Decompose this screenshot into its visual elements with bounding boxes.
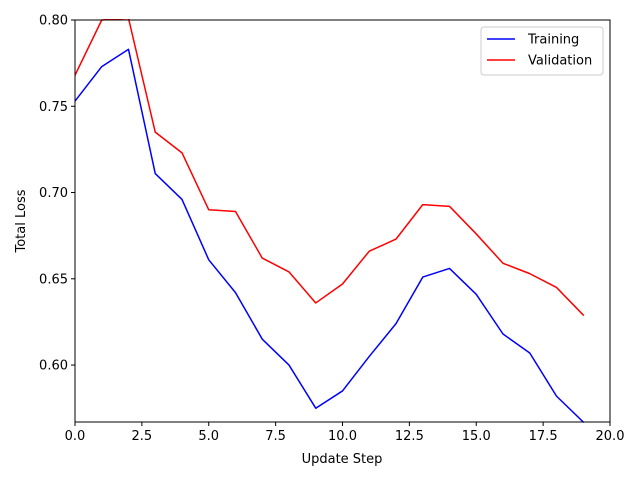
x-axis: 0.0 2.5 5.0 7.5 10.0 12.5 15.0 17.5 20.0	[65, 422, 625, 444]
x-axis-label: Update Step	[302, 452, 383, 467]
y-tick-label: 0.60	[39, 359, 68, 374]
x-tick-label: 17.5	[529, 429, 558, 444]
y-axis: 0.60 0.65 0.70 0.75 0.80	[39, 14, 75, 374]
series-line-validation	[75, 19, 585, 317]
plot-background	[75, 20, 610, 422]
y-axis-label: Total Loss	[14, 189, 29, 253]
series-layer	[75, 19, 585, 423]
x-tick-label: 5.0	[198, 429, 219, 444]
x-tick-label: 20.0	[596, 429, 625, 444]
x-tick-label: 15.0	[462, 429, 491, 444]
y-tick-label: 0.80	[39, 14, 68, 29]
series-line-training	[75, 48, 585, 423]
x-tick-label: 12.5	[395, 429, 424, 444]
y-tick-label: 0.65	[39, 272, 68, 287]
x-tick-label: 2.5	[132, 429, 153, 444]
y-tick-label: 0.70	[39, 186, 68, 201]
x-tick-label: 7.5	[265, 429, 286, 444]
legend-label-validation: Validation	[528, 54, 592, 69]
legend: Training Validation	[480, 26, 604, 76]
y-tick-label: 0.75	[39, 100, 68, 115]
x-tick-label: 10.0	[328, 429, 357, 444]
x-tick-label: 0.0	[65, 429, 86, 444]
legend-label-training: Training	[527, 33, 579, 48]
